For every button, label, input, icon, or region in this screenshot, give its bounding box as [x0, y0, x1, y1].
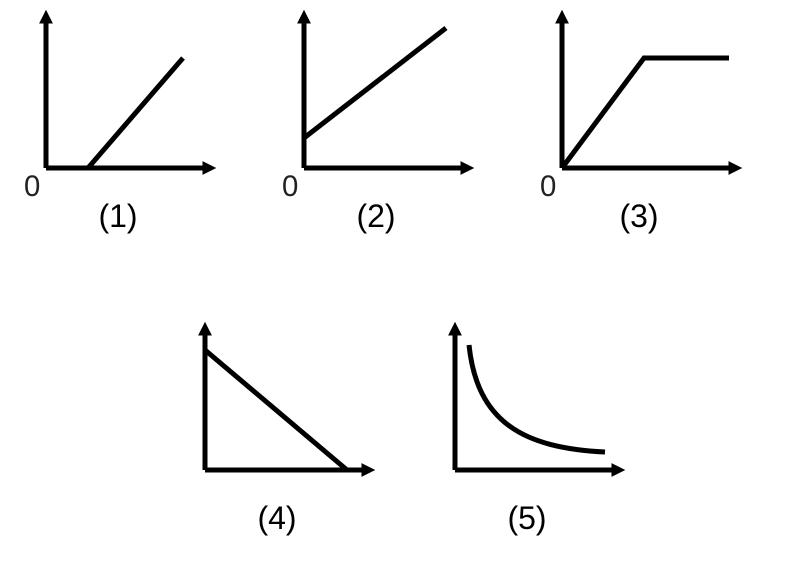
chart-panel-4: (4): [177, 320, 377, 537]
plot-container: 0: [534, 8, 744, 188]
curve: [88, 58, 183, 168]
origin-label: 0: [540, 170, 556, 204]
chart-label: (3): [619, 198, 658, 235]
chart-panel-3: 0 (3): [534, 8, 744, 235]
chart-p4: [177, 320, 377, 490]
chart-panel-2: 0 (2): [276, 8, 476, 235]
curve: [205, 350, 347, 470]
chart-p5: [427, 320, 627, 490]
chart-label: (1): [98, 198, 137, 235]
chart-panel-1: 0 (1): [18, 8, 218, 235]
chart-label: (2): [356, 198, 395, 235]
plot-container: [427, 320, 627, 490]
origin-label: 0: [24, 170, 40, 204]
curve: [304, 28, 446, 138]
plot-container: [177, 320, 377, 490]
chart-p1: [18, 8, 218, 188]
curve: [469, 345, 605, 452]
plot-container: 0: [18, 8, 218, 188]
curve: [562, 58, 729, 168]
chart-panel-5: (5): [427, 320, 627, 537]
chart-label: (5): [507, 500, 546, 537]
origin-label: 0: [282, 170, 298, 204]
top-row: 0 (1) 0 (2) 0 (3): [18, 8, 744, 235]
plot-container: 0: [276, 8, 476, 188]
chart-p3: [534, 8, 744, 188]
chart-label: (4): [257, 500, 296, 537]
bottom-row: (4) (5): [0, 320, 804, 537]
chart-p2: [276, 8, 476, 188]
